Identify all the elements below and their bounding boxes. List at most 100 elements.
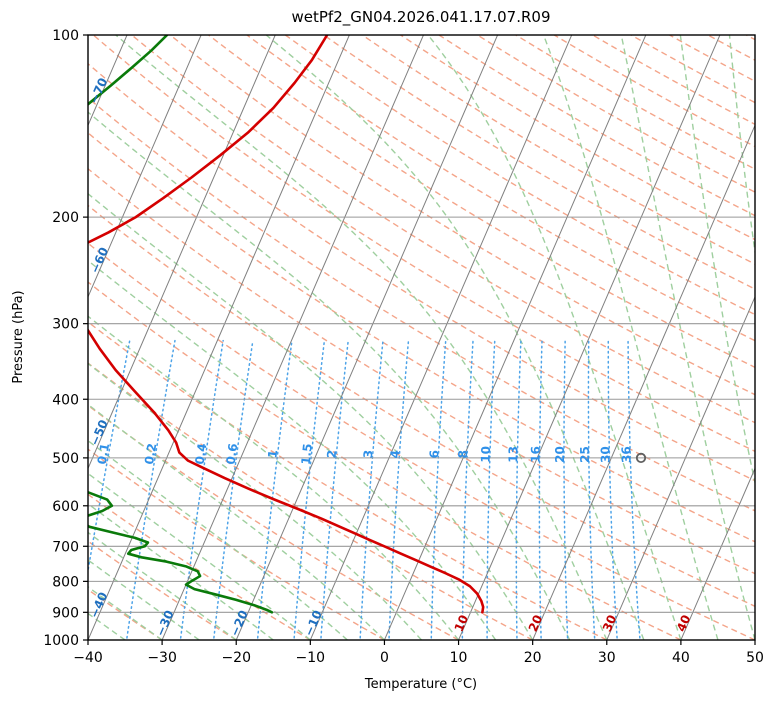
mixing-ratio-label-25: 25 [578,446,592,463]
moist-adiabat--15 [88,502,274,640]
mixing-ratio-6 [430,339,447,640]
isotherm-label-20: 20 [526,613,545,634]
profile-curves-group [88,35,485,614]
y-tick-label-1000: 1000 [43,633,79,649]
moist-adiabat-0 [88,403,385,640]
mixing-ratio-label-6: 6 [427,450,441,459]
moist-adiabat-50 [620,35,755,640]
isobars-group [88,35,755,640]
moist-adiabat--5 [88,439,348,640]
mixing-ratio-4 [388,339,410,640]
moist-adiabat-20 [88,192,534,640]
mixing-labels-group: 0.1 0.2 0.4 0.6 1 1.5 2 3 4 6 8 10 13 16 20 25 30 36 [95,442,634,465]
dry-adiabat-190 [400,35,755,241]
isotherm--60 [88,35,202,299]
dewpoint-profile [88,35,274,614]
mixing-ratio-3 [359,339,384,640]
mixing-ratio-25 [587,339,596,640]
y-tick-label-200: 200 [52,210,79,226]
y-axis-label: Pressure (hPa) [11,290,26,383]
mixing-ratio-group [88,339,641,640]
y-tick-label-300: 300 [52,317,79,333]
mixing-ratio-label-8: 8 [456,450,470,459]
mixing-ratio-16 [538,339,543,640]
dry-adiabat-0 [88,448,385,640]
moist-adiabats-group [88,35,755,640]
mixing-ratio-label-0.6: 0.6 [224,442,241,465]
dry-adiabat-70 [88,167,755,575]
y-tick-label-900: 900 [52,605,79,621]
dry-adiabat-180 [361,35,755,265]
x-tick-label--20: −20 [221,650,251,666]
moist-adiabat-45 [542,35,719,640]
lcl-marker [635,452,647,463]
dry-adiabat-10 [88,404,459,640]
mixing-ratio-label-1.5: 1.5 [299,443,315,466]
mixing-ratio-label-0.4: 0.4 [192,442,209,465]
isotherm--50 [88,35,276,470]
x-tick-label-40: 40 [672,650,690,666]
mixing-ratio-10 [486,339,496,640]
isotherm-40 [680,467,755,640]
mixing-ratio-label-16: 16 [529,446,543,463]
x-tick-label-20: 20 [524,650,542,666]
plot-background [88,35,755,640]
y-tick-label-600: 600 [52,499,79,515]
moist-adiabat-25 [88,111,571,640]
mixing-ratio-label-4: 4 [388,450,403,459]
mixing-ratio-label-10: 10 [479,446,494,463]
plot-frame [87,34,756,641]
moist-adiabat-55 [679,35,755,486]
moist-adiabat-15 [88,259,497,640]
mixing-ratio-label-13: 13 [506,446,520,463]
x-tick-label-30: 30 [598,650,616,666]
mixing-ratio-13 [515,339,522,640]
isotherm--40 [88,35,350,640]
isotherm-10 [458,35,721,640]
x-tick-label-10: 10 [450,650,468,666]
mixing-ratio-20 [563,339,569,640]
x-axis: −40 −30 −20 −10 0 10 20 30 40 50 [73,640,764,666]
y-tick-label-400: 400 [52,392,79,408]
mixing-ratio-36 [627,339,641,640]
dry-adiabat-160 [284,35,755,316]
isotherm--20 [235,35,499,640]
dry-adiabat-170 [323,35,755,290]
mixing-ratio-label-2: 2 [324,449,339,459]
moist-adiabat-60 [728,35,755,257]
isotherm-label-30: 30 [600,613,619,634]
dry-adiabat-90 [88,97,755,512]
isotherm--10 [309,35,573,640]
moist-adiabat-35 [265,35,645,640]
mixing-ratio-1 [256,339,293,640]
moist-adiabat-30 [115,35,608,640]
dry-adiabat-60 [88,204,755,608]
x-tick-label--10: −10 [296,650,326,666]
dry-adiabat-30 [88,321,608,640]
x-tick-label--30: −30 [147,650,177,666]
dry-adiabats-group [88,35,755,640]
x-tick-label-50: 50 [746,650,764,666]
x-tick-label-0: 0 [380,650,389,666]
mixing-ratio-1.5 [293,339,326,640]
dry-adiabat-110 [92,35,755,453]
isotherm-label-40: 40 [674,613,693,634]
moist-adiabat--20 [88,531,237,640]
isotherm-20 [532,124,755,640]
dry-adiabat-100 [88,62,755,482]
mixing-ratio-label-1: 1 [265,449,280,459]
mixing-ratio-0.6 [212,339,254,640]
marker-group [635,452,647,463]
isotherm-label-10: 10 [452,613,471,634]
mixing-ratio-label-30: 30 [598,446,612,463]
mixing-ratio-30 [607,339,618,640]
x-tick-label--40: −40 [73,650,103,666]
isotherms-group [88,35,755,640]
mixing-ratio-8 [461,339,474,640]
dry-adiabat-200 [438,35,755,217]
y-tick-label-700: 700 [52,539,79,555]
isotherm-30 [606,295,755,640]
moist-adiabat-5 [88,362,423,640]
